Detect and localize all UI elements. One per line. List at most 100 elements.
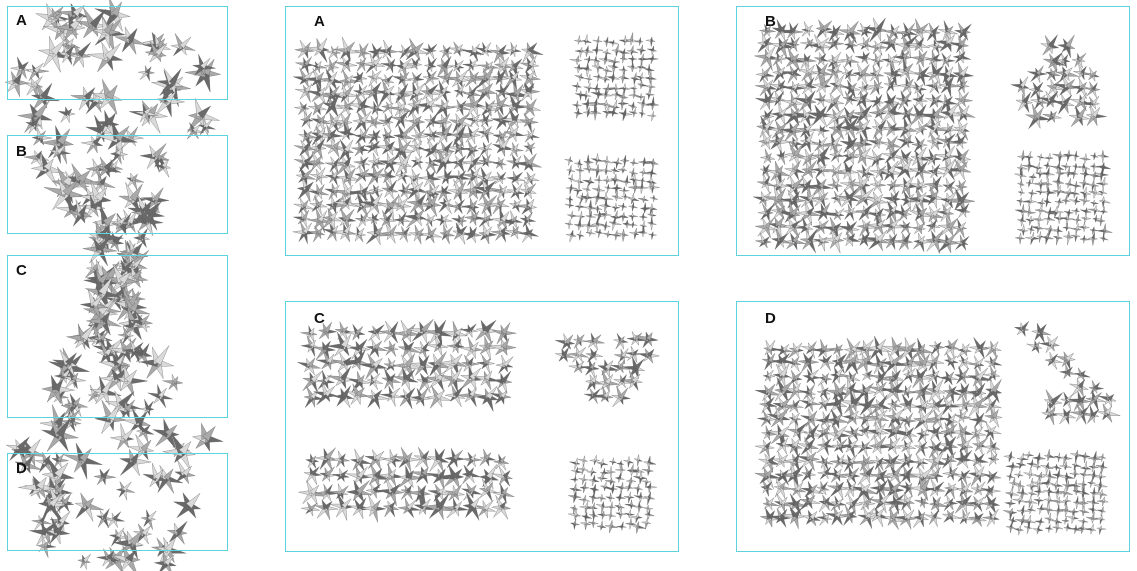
lattice-spike <box>401 151 412 166</box>
lattice-spike <box>904 120 913 131</box>
lattice-spike <box>1077 53 1087 62</box>
lattice-spike <box>98 276 113 296</box>
lattice-spike <box>605 155 609 162</box>
lattice-spike <box>846 164 854 173</box>
lattice-spike <box>129 183 143 202</box>
lattice-spike <box>401 72 410 81</box>
lattice-spike <box>806 207 815 216</box>
lattice-spike <box>933 94 942 103</box>
lattice-spike <box>876 229 888 243</box>
lattice-spike <box>792 107 800 118</box>
lattice-spike <box>301 103 307 110</box>
lattice-spike <box>80 322 96 341</box>
lattice-spike <box>442 56 452 69</box>
lattice-spike <box>332 140 341 150</box>
lattice-spike <box>91 295 103 308</box>
lattice-spike <box>762 65 772 76</box>
lattice-spike <box>154 345 170 366</box>
lattice-spike <box>413 82 426 96</box>
lattice-spike <box>613 99 618 108</box>
lattice-spike <box>116 353 125 365</box>
lattice-spike <box>875 193 884 203</box>
lattice-spike <box>875 53 882 62</box>
lattice-spike <box>589 228 592 234</box>
lattice-spike <box>500 136 511 149</box>
lattice-spike <box>588 176 592 183</box>
lattice-spike <box>1091 70 1097 77</box>
lattice-spike <box>651 157 655 164</box>
lattice-spike <box>876 207 884 217</box>
lattice-spike <box>611 39 615 44</box>
lattice-spike <box>484 154 491 163</box>
lattice-spike <box>389 58 396 67</box>
lattice-spike <box>1021 150 1025 158</box>
lattice-spike <box>904 134 912 143</box>
lattice-spike <box>860 137 869 146</box>
lattice-spike <box>526 83 535 94</box>
lattice-spike <box>511 126 519 136</box>
lattice-spike <box>804 54 811 62</box>
lattice-spike <box>428 171 436 180</box>
lattice-spike <box>318 86 326 96</box>
lattice-spike <box>640 79 643 86</box>
lattice-spike <box>105 112 116 127</box>
lattice-spike <box>578 174 581 182</box>
lattice-spike <box>52 379 64 392</box>
lattice-spike <box>613 166 616 171</box>
lattice-spike <box>444 170 452 179</box>
lattice-spike <box>596 35 600 42</box>
lattice-spike <box>580 210 583 217</box>
lattice-spike <box>58 511 71 525</box>
lattice-spike <box>158 387 167 399</box>
lattice-spike <box>778 80 786 89</box>
lattice-spike <box>651 45 654 51</box>
lattice-spike <box>568 219 571 225</box>
lattice-spike <box>430 142 438 152</box>
lattice-spike <box>484 180 497 192</box>
lattice-spike <box>650 210 654 216</box>
lattice-spike <box>611 72 615 78</box>
lattice-spike <box>833 179 840 187</box>
lattice-spike <box>651 182 655 188</box>
lattice-spike <box>471 98 481 108</box>
lattice-spike <box>763 163 770 172</box>
lattice-spike <box>361 127 370 138</box>
lattice-spike <box>832 51 841 63</box>
lattice-spike <box>1019 76 1029 88</box>
lattice-spike <box>777 54 784 61</box>
lattice-spike <box>586 98 589 105</box>
lattice-spike <box>514 199 522 207</box>
lattice-spike <box>359 97 368 108</box>
lattice-spike <box>99 175 107 186</box>
lattice-spike <box>603 74 607 80</box>
lattice-spike <box>386 130 392 138</box>
lattice-spike <box>1058 150 1062 157</box>
lattice-spike <box>65 352 77 366</box>
lattice-spike <box>1067 149 1070 156</box>
lattice-spike <box>1079 92 1088 104</box>
lattice-spike <box>152 143 167 159</box>
lattice-spike <box>604 87 608 96</box>
lattice-spike <box>932 120 941 130</box>
lattice-spike <box>1065 34 1075 48</box>
lattice-spike <box>413 173 421 180</box>
lattice-spike <box>416 228 424 237</box>
lattice-spike <box>765 91 774 103</box>
lattice-spike <box>414 181 424 192</box>
lattice-spike <box>919 66 930 77</box>
lattice-spike <box>890 179 897 187</box>
lattice-spike <box>78 204 87 217</box>
lattice-spike <box>343 208 355 222</box>
lattice-spike <box>640 109 644 114</box>
panel-b-top-view <box>1010 34 1107 129</box>
overview-region-a-label: A <box>16 12 27 29</box>
lattice-spike <box>32 116 41 127</box>
lattice-spike <box>877 219 886 228</box>
lattice-spike <box>54 11 64 21</box>
lattice-spike <box>500 57 509 68</box>
lattice-spike <box>633 84 636 89</box>
lattice-spike <box>152 187 164 202</box>
lattice-spike <box>585 192 589 199</box>
lattice-spike <box>790 120 801 133</box>
lattice-spike <box>933 65 944 76</box>
